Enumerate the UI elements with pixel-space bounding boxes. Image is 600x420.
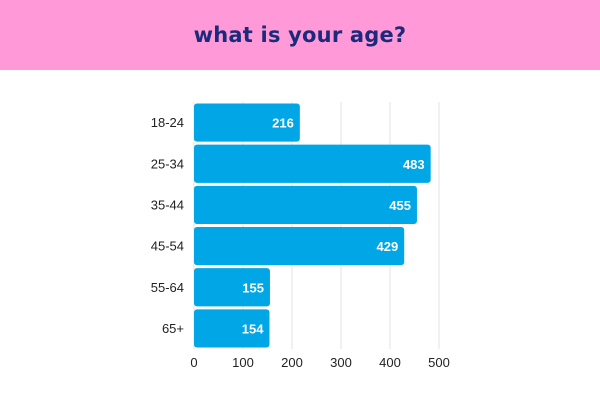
bar-35-44	[194, 185, 417, 224]
category-label-45-54: 45-54	[151, 239, 184, 254]
bar-value-label-35-44: 455	[389, 198, 411, 213]
x-tick-label-500: 500	[428, 355, 450, 370]
bar-value-label-65+: 154	[242, 321, 264, 336]
grid-layer	[193, 102, 440, 349]
bar-value-label-25-34: 483	[403, 157, 425, 172]
bar-45-54	[194, 227, 405, 266]
category-label-35-44: 35-44	[151, 197, 184, 212]
x-tick-label-200: 200	[281, 355, 303, 370]
x-tick-label-100: 100	[232, 355, 254, 370]
chart-area: 216 483 455 429 155 154 0 100 200 300 400 500 18-24…	[0, 70, 600, 415]
bar-value-label-55-64: 155	[242, 280, 264, 295]
page-title: what is your age?	[193, 23, 407, 47]
category-label-18-24: 18-24	[151, 115, 184, 130]
bar-25-34	[194, 144, 431, 183]
bar-layer	[194, 103, 431, 348]
header-banner: what is your age?	[0, 0, 600, 70]
bar-18-24	[194, 103, 300, 142]
category-label-55-64: 55-64	[151, 280, 184, 295]
bar-value-label-18-24: 216	[272, 116, 294, 131]
bar-65+	[194, 309, 270, 348]
category-label-25-34: 25-34	[151, 156, 184, 171]
bar-value-label-45-54: 429	[377, 239, 399, 254]
x-tick-label-0: 0	[190, 355, 197, 370]
label-layer: 216 483 455 429 155 154	[242, 116, 425, 337]
x-tick-label-300: 300	[330, 355, 352, 370]
axis-layer: 0 100 200 300 400 500 18-24 25-34 35-44 45-54 55-6…	[151, 115, 450, 370]
age-bar-chart: 216 483 455 429 155 154 0 100 200 300 400 500 18-24…	[151, 102, 450, 370]
bar-55-64	[194, 268, 270, 307]
x-tick-label-400: 400	[379, 355, 401, 370]
category-label-65+: 65+	[162, 321, 184, 336]
